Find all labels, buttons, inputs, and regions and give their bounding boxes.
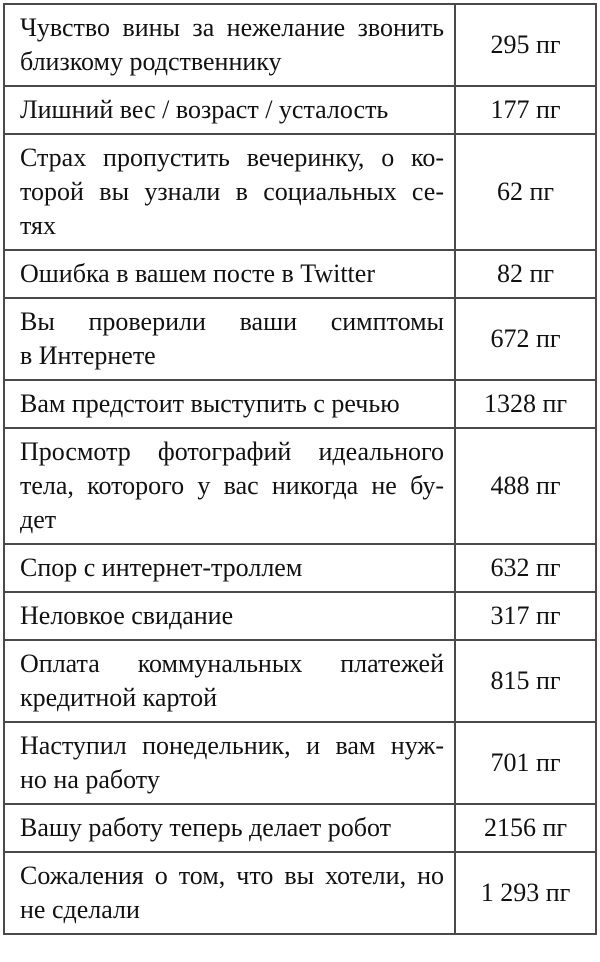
- row-value-cell: 177 пг: [454, 85, 597, 135]
- label-line: в Интернете: [20, 341, 156, 370]
- table-row: Вашу работу теперь делает робот 2156 пг: [3, 803, 597, 853]
- label-line: Сожаления о том, что вы хотели, но: [20, 861, 444, 890]
- row-label-cell: Наступил понедельник, и вам нуж-но на ра…: [3, 721, 456, 805]
- row-value-cell: 317 пг: [454, 591, 597, 641]
- row-value-cell: 2156 пг: [454, 803, 597, 853]
- label-line: торой вы узнали в социальных се-: [20, 177, 444, 206]
- table-row: Неловкое свидание 317 пг: [3, 591, 597, 641]
- row-label-cell: Вы проверили ваши симптомы в Интернете: [3, 297, 456, 381]
- label-line: Лишний вес / возраст / усталость: [20, 95, 389, 124]
- table-row: Страх пропустить вечеринку, о ко-торой в…: [3, 133, 597, 251]
- table-row: Наступил понедельник, и вам нуж-но на ра…: [3, 721, 597, 805]
- label-line: Чувство вины за нежелание звонить: [20, 13, 444, 42]
- label-line: близкому родственнику: [20, 47, 282, 76]
- row-value-cell: 1 293 пг: [454, 851, 597, 935]
- table-row: Чувство вины за нежелание звонить близком…: [3, 3, 597, 87]
- table-row: Просмотр фотографий идеального тела, кото…: [3, 427, 597, 545]
- row-value-cell: 62 пг: [454, 133, 597, 251]
- label-line: Спор с интернет-троллем: [20, 553, 303, 582]
- label-line: дет: [20, 505, 57, 534]
- label-line: Вам предстоит выступить с речью: [20, 389, 400, 418]
- cortisol-table: Чувство вины за нежелание звонить близком…: [3, 3, 597, 935]
- row-label-cell: Просмотр фотографий идеального тела, кото…: [3, 427, 456, 545]
- label-line: Просмотр фотографий идеального: [20, 437, 444, 466]
- row-label-cell: Лишний вес / возраст / усталость: [3, 85, 456, 135]
- row-label-cell: Вам предстоит выступить с речью: [3, 379, 456, 429]
- label-line: Страх пропустить вечеринку, о ко-: [20, 143, 444, 172]
- row-label-cell: Чувство вины за нежелание звонить близком…: [3, 3, 456, 87]
- table-row: Вы проверили ваши симптомы в Интернете 672…: [3, 297, 597, 381]
- row-label-cell: Оплата коммунальных платежей кредитной ка…: [3, 639, 456, 723]
- label-line: Вы проверили ваши симптомы: [20, 307, 444, 336]
- table-row: Сожаления о том, что вы хотели, но не сде…: [3, 851, 597, 935]
- label-line: кредитной картой: [20, 683, 218, 712]
- label-line: Оплата коммунальных платежей: [20, 649, 444, 678]
- label-line: тела, которого у вас никогда не бу-: [20, 471, 444, 500]
- label-line: но на работу: [20, 765, 160, 794]
- label-line: не сделали: [20, 895, 140, 924]
- table-row: Спор с интернет-троллем 632 пг: [3, 543, 597, 593]
- table-row: Оплата коммунальных платежей кредитной ка…: [3, 639, 597, 723]
- label-line: тях: [20, 211, 56, 240]
- row-value-cell: 701 пг: [454, 721, 597, 805]
- row-value-cell: 295 пг: [454, 3, 597, 87]
- table-row: Вам предстоит выступить с речью 1328 пг: [3, 379, 597, 429]
- row-value-cell: 632 пг: [454, 543, 597, 593]
- table-row: Лишний вес / возраст / усталость 177 пг: [3, 85, 597, 135]
- label-line: Неловкое свидание: [20, 601, 234, 630]
- row-value-cell: 815 пг: [454, 639, 597, 723]
- label-line: Вашу работу теперь делает робот: [20, 813, 391, 842]
- row-value-cell: 488 пг: [454, 427, 597, 545]
- label-line: Ошибка в вашем посте в Twitter: [20, 259, 375, 288]
- row-label-cell: Неловкое свидание: [3, 591, 456, 641]
- table-body: Чувство вины за нежелание звонить близком…: [3, 3, 597, 935]
- row-label-cell: Спор с интернет-троллем: [3, 543, 456, 593]
- label-line: Наступил понедельник, и вам нуж-: [20, 731, 444, 760]
- row-value-cell: 672 пг: [454, 297, 597, 381]
- row-label-cell: Вашу работу теперь делает робот: [3, 803, 456, 853]
- row-label-cell: Ошибка в вашем посте в Twitter: [3, 249, 456, 299]
- row-value-cell: 82 пг: [454, 249, 597, 299]
- row-label-cell: Сожаления о том, что вы хотели, но не сде…: [3, 851, 456, 935]
- row-value-cell: 1328 пг: [454, 379, 597, 429]
- table-row: Ошибка в вашем посте в Twitter 82 пг: [3, 249, 597, 299]
- row-label-cell: Страх пропустить вечеринку, о ко-торой в…: [3, 133, 456, 251]
